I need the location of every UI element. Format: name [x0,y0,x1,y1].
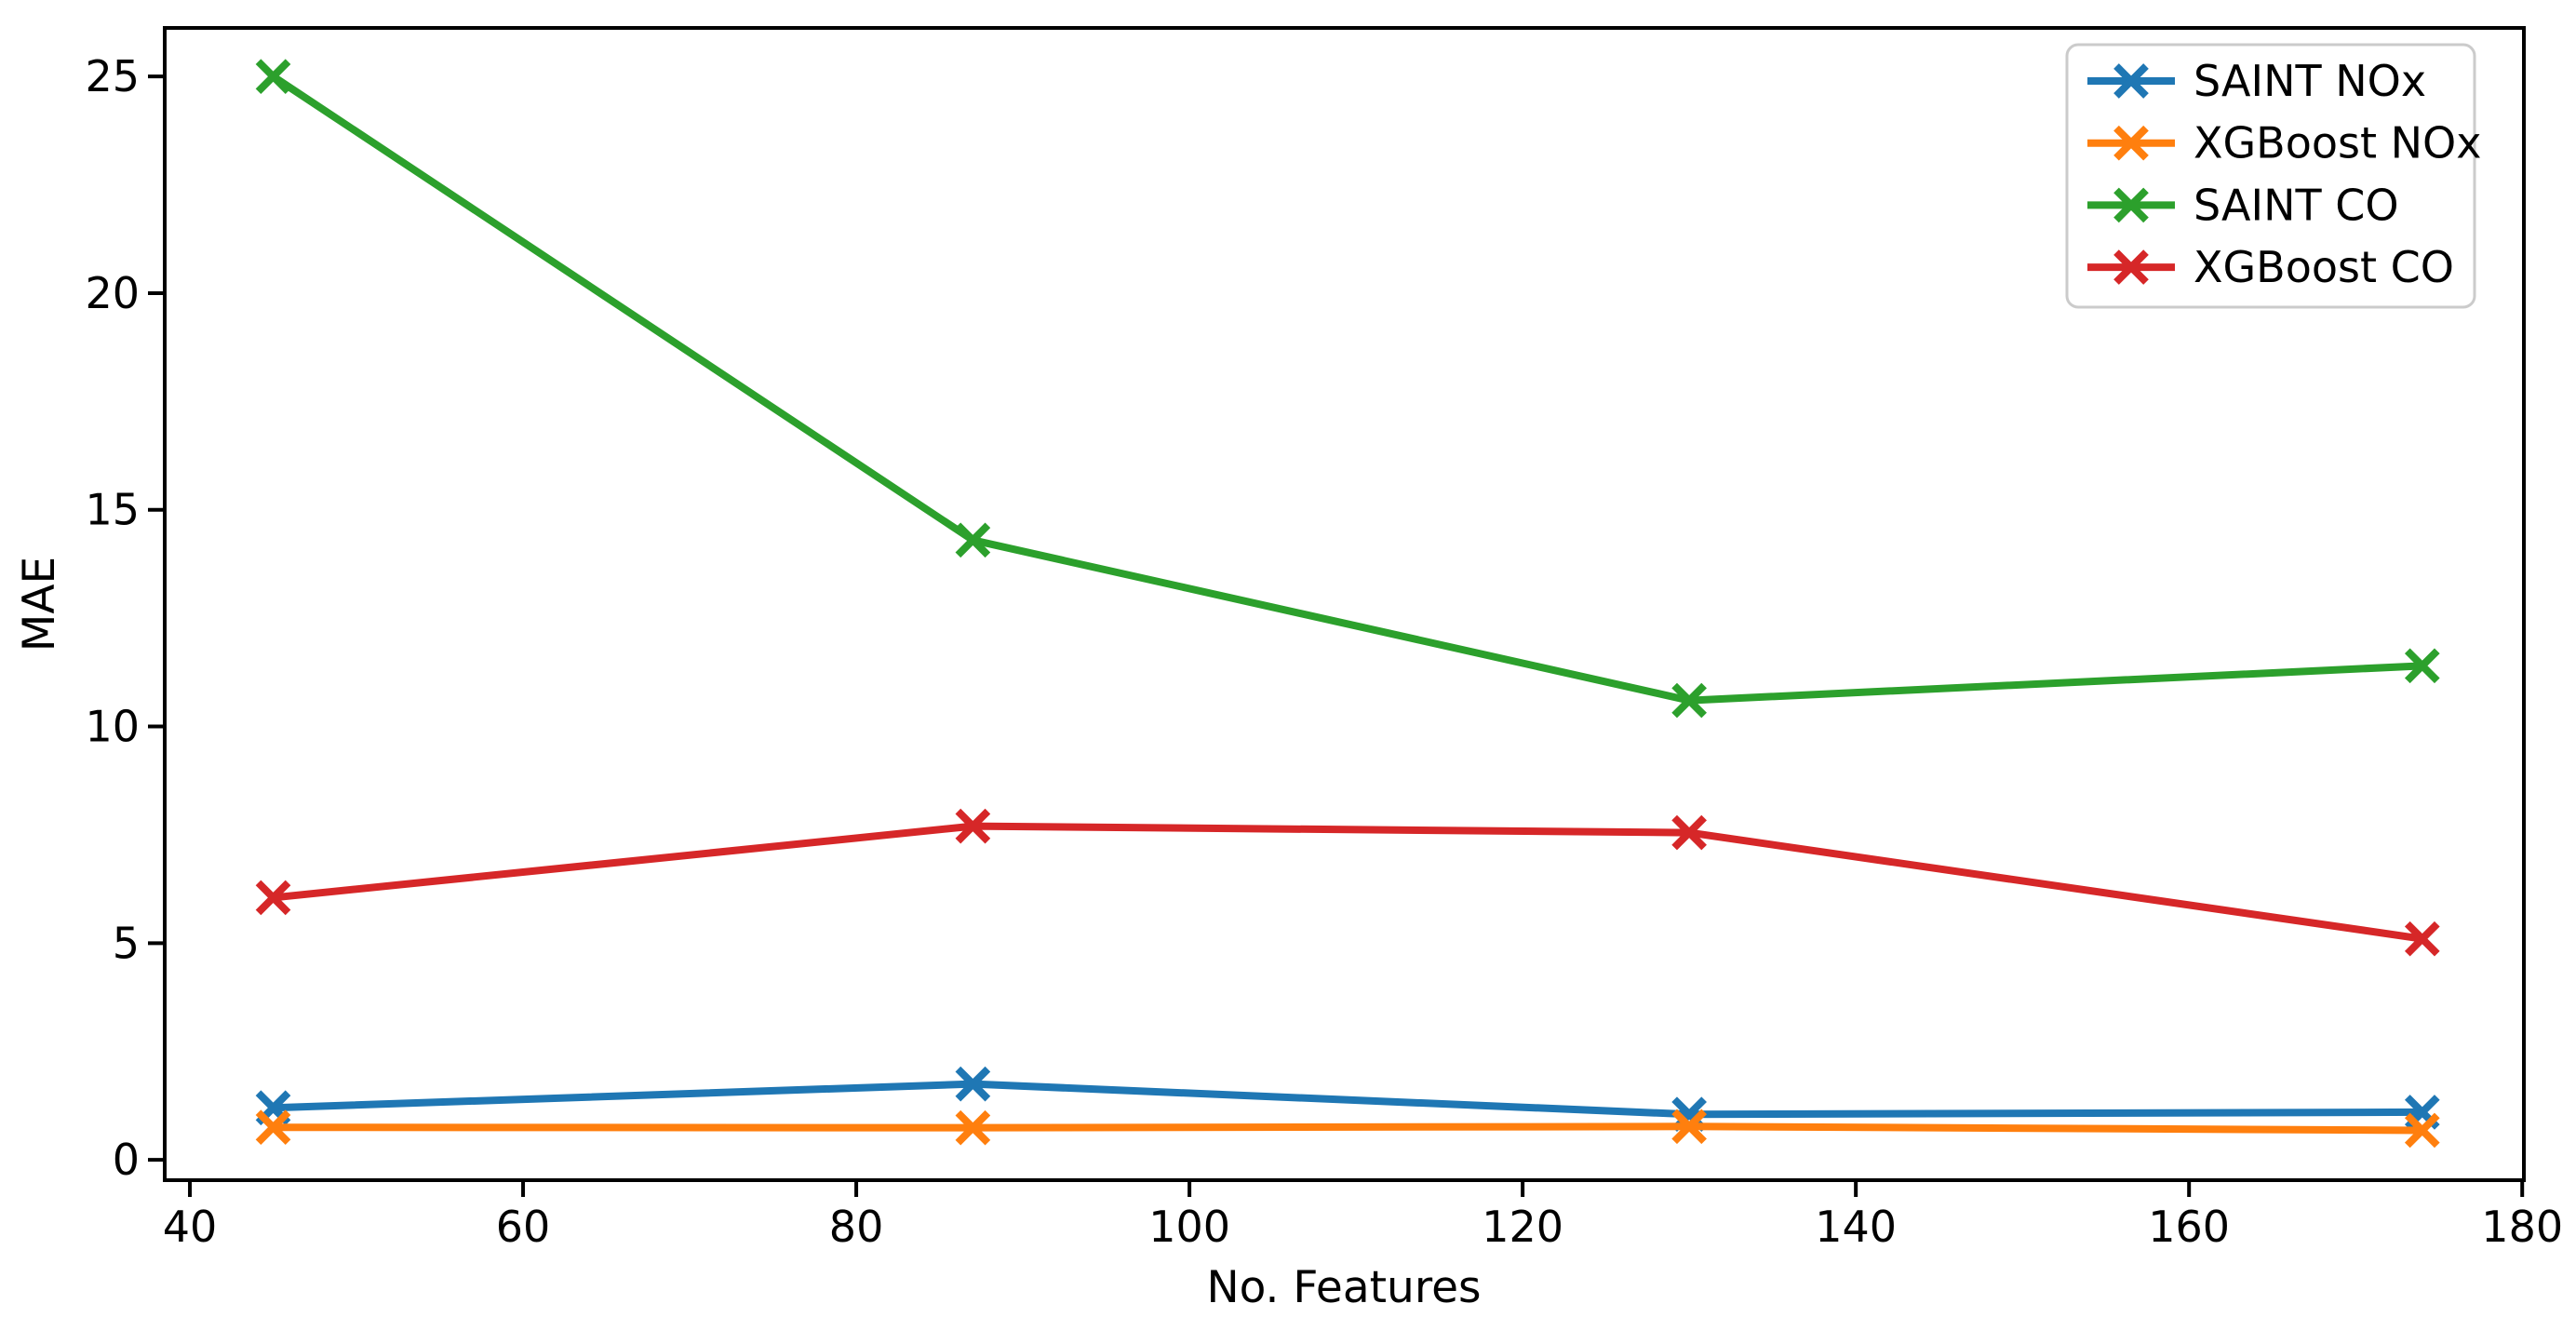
data-point-marker [955,522,991,558]
series-saint-co [255,59,2440,719]
y-tick-label: 15 [85,485,140,535]
legend-item-label: XGBoost NOx [2194,118,2481,168]
legend-item-saint-co: SAINT CO [2087,180,2399,230]
series-saint-nox [255,1066,2440,1133]
series-xgboost-nox [255,1109,2440,1149]
x-tick-label: 120 [1482,1202,1563,1252]
data-point-marker [2404,921,2440,957]
data-point-marker [2113,249,2149,285]
data-point-marker [2113,63,2149,99]
legend-item-xgboost-co: XGBoost CO [2087,242,2454,292]
legend-item-label: XGBoost CO [2194,242,2454,292]
y-tick-label: 20 [85,268,140,318]
y-axis-label: MAE [14,557,65,652]
data-point-marker [1671,814,1707,851]
data-point-marker [955,1109,991,1146]
data-point-marker [1671,682,1707,719]
x-tick-label: 180 [2481,1202,2563,1252]
legend-box [2065,43,2476,309]
series-xgboost-co [255,808,2440,957]
legend: SAINT NOx XGBoost NOx SAINT CO XGBoost CO [2065,43,2481,309]
legend-item-saint-nox: SAINT NOx [2087,56,2426,106]
y-tick-label: 5 [113,918,140,968]
x-axis-label: No. Features [1206,1262,1481,1313]
y-tick-label: 10 [85,702,140,752]
legend-item-label: SAINT CO [2194,180,2399,230]
x-tick-label: 140 [1815,1202,1897,1252]
data-point-marker [1671,1109,1707,1145]
x-tick-label: 60 [496,1202,551,1252]
series-line-xgboost-nox [273,1122,2422,1135]
y-tick-label: 25 [85,51,140,101]
data-point-marker [2404,648,2440,684]
x-tick-label: 40 [163,1202,218,1252]
series-line-saint-nox [273,1080,2422,1119]
data-point-marker [255,59,291,94]
x-tick-label: 80 [829,1202,884,1252]
legend-item-xgboost-nox: XGBoost NOx [2087,118,2481,168]
x-tick-label: 100 [1148,1202,1230,1252]
plot-border [163,26,2526,1182]
y-tick-label: 0 [113,1135,140,1185]
series-line-xgboost-co [273,822,2423,943]
series-line-saint-co [271,73,2422,705]
data-point-marker [955,1066,991,1102]
data-point-marker [955,808,991,844]
legend-item-label: SAINT NOx [2194,56,2426,106]
data-point-marker [2113,187,2149,223]
x-tick-label: 160 [2148,1202,2230,1252]
data-point-marker [255,880,291,916]
data-point-marker [2404,1112,2440,1149]
data-point-marker [2113,125,2149,161]
data-point-marker [255,1109,291,1146]
